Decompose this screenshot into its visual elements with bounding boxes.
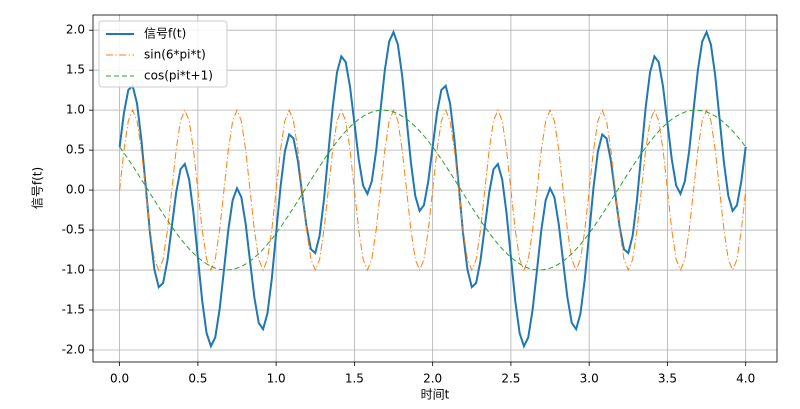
y-tick-label: 0.0: [66, 183, 85, 197]
x-tick-label: 3.5: [658, 372, 677, 386]
y-tick-label: 1.0: [66, 103, 85, 117]
legend-label: cos(pi*t+1): [144, 69, 213, 83]
y-axis-label: 信号f(t): [31, 167, 45, 209]
x-tick-label: 2.5: [501, 372, 520, 386]
y-tick-label: -2.0: [62, 343, 85, 357]
y-tick-label: -0.5: [62, 223, 85, 237]
x-tick-label: 2.0: [423, 372, 442, 386]
legend-box: [98, 20, 228, 88]
y-tick-label: -1.5: [62, 303, 85, 317]
y-tick-label: 0.5: [66, 143, 85, 157]
x-tick-label: 1.0: [267, 372, 286, 386]
series-line: [118, 29, 747, 349]
legend-label: 信号f(t): [144, 27, 186, 41]
x-tick-label: 0.0: [110, 372, 129, 386]
x-tick-label: 3.0: [580, 372, 599, 386]
x-tick-label: 1.5: [345, 372, 364, 386]
plot-frame: [92, 14, 778, 363]
x-tick-label: 0.5: [188, 372, 207, 386]
series-line: [119, 108, 747, 272]
y-tick-label: 1.5: [66, 63, 85, 77]
x-tick-label: 4.0: [736, 372, 755, 386]
legend-label: sin(6*pi*t): [144, 48, 206, 62]
y-tick-label: -1.0: [62, 263, 85, 277]
x-axis-label: 时间t: [421, 388, 450, 402]
y-tick-label: 2.0: [66, 23, 85, 37]
